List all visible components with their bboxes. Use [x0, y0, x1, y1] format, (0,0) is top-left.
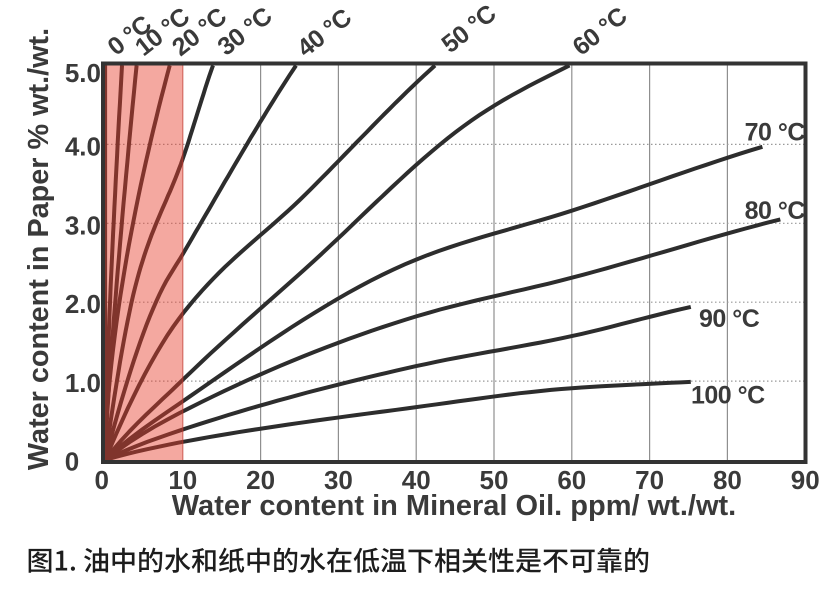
svg-text:90: 90 — [791, 465, 820, 495]
svg-text:3.0: 3.0 — [65, 210, 101, 240]
svg-text:10: 10 — [168, 465, 197, 495]
svg-text:60: 60 — [557, 465, 586, 495]
svg-text:70 °C: 70 °C — [745, 118, 806, 146]
svg-text:100 °C: 100 °C — [691, 382, 765, 410]
svg-text:50: 50 — [480, 465, 509, 495]
svg-text:30: 30 — [324, 465, 353, 495]
svg-text:5.0: 5.0 — [65, 58, 101, 88]
svg-text:0: 0 — [65, 447, 79, 477]
svg-text:70: 70 — [635, 465, 664, 495]
svg-text:80 °C: 80 °C — [745, 197, 806, 225]
svg-text:1.0: 1.0 — [65, 368, 101, 398]
svg-text:0: 0 — [94, 465, 108, 495]
svg-text:4.0: 4.0 — [65, 131, 101, 161]
svg-text:80: 80 — [713, 465, 742, 495]
svg-text:40: 40 — [402, 465, 431, 495]
svg-text:2.0: 2.0 — [65, 289, 101, 319]
svg-text:90 °C: 90 °C — [699, 305, 760, 333]
svg-text:Water content in Paper % wt./w: Water content in Paper % wt./wt. — [23, 28, 55, 470]
svg-text:Water content in Mineral Oil.: Water content in Mineral Oil. ppm/ wt./w… — [172, 490, 736, 522]
svg-text:20: 20 — [246, 465, 275, 495]
